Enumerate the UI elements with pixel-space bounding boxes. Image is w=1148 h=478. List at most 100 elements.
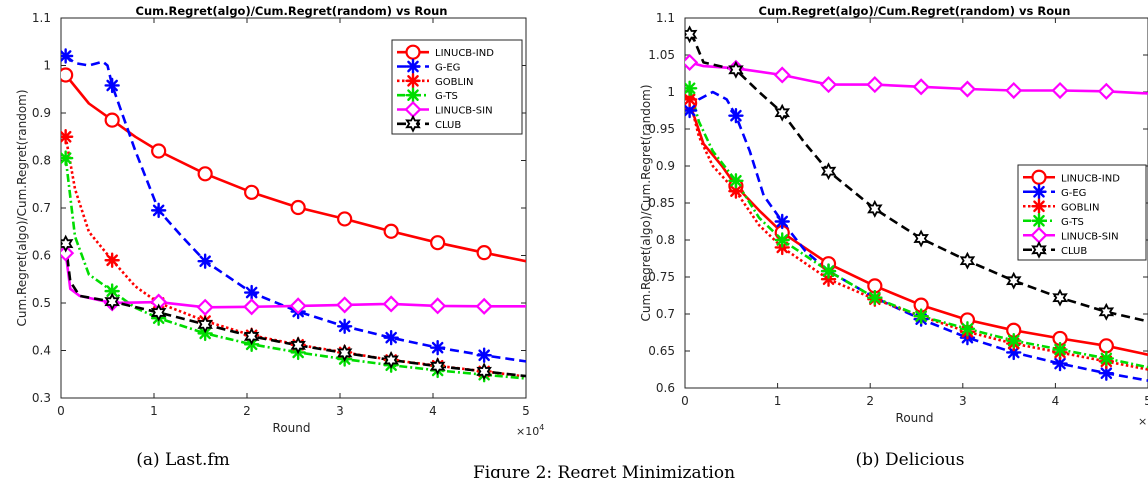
legend-swatch-marker <box>1031 213 1047 229</box>
x-tick-label: 1 <box>150 404 158 418</box>
data-point <box>61 48 74 64</box>
data-point <box>1097 82 1115 100</box>
data-point <box>336 318 353 334</box>
data-point <box>243 298 261 316</box>
data-point <box>337 211 353 227</box>
data-point <box>290 199 306 216</box>
data-point <box>61 67 74 83</box>
x-tick-label: 0 <box>681 394 689 408</box>
data-point <box>728 60 744 79</box>
y-tick-label: 0.5 <box>32 296 51 310</box>
marker-stroke <box>1033 214 1045 227</box>
data-point <box>104 292 120 311</box>
legend-swatch-marker <box>1031 184 1047 200</box>
y-tick-label: 0.4 <box>32 344 51 358</box>
data-point <box>958 80 976 98</box>
data-point <box>336 296 354 314</box>
series-markers-linucb-ind <box>61 67 492 261</box>
legend-label: LINUCB-IND <box>1061 173 1120 184</box>
data-point <box>819 76 838 94</box>
x-multiplier: ×104 <box>1138 413 1148 428</box>
marker-stroke <box>1033 185 1045 198</box>
marker-stroke <box>822 273 835 286</box>
data-point <box>773 66 791 84</box>
legend-label: G-EG <box>435 63 460 74</box>
legend-label: LINUCB-SIN <box>435 106 493 117</box>
data-point <box>476 362 492 381</box>
legend-swatch-marker <box>1031 198 1047 214</box>
data-point <box>150 202 167 219</box>
x-tick-label: 1 <box>774 394 782 408</box>
x-axis-label: Round <box>273 421 311 435</box>
series-markers-g-ts <box>685 80 1115 367</box>
y-tick-label: 0.6 <box>656 381 675 395</box>
series-markers-club <box>61 234 492 381</box>
marker-stroke <box>1054 357 1066 370</box>
marker-stroke <box>106 79 118 92</box>
marker-stroke <box>730 185 742 197</box>
marker-stroke <box>106 285 118 297</box>
y-tick-label: 0.65 <box>648 344 675 358</box>
series-markers-linucb-sin <box>685 53 1115 100</box>
data-point <box>774 232 790 248</box>
legend-swatch-marker <box>1031 169 1047 185</box>
marker-stroke <box>199 255 211 267</box>
marker-stroke <box>869 291 881 304</box>
marker-stroke <box>61 130 72 143</box>
x-multiplier: ×104 <box>516 423 544 438</box>
data-point <box>1098 350 1115 367</box>
x-tick-label: 3 <box>336 404 344 418</box>
marker-stroke <box>199 327 211 340</box>
x-tick-label: 2 <box>243 404 251 418</box>
series-line-g-ts <box>688 87 1148 369</box>
y-tick-label: 0.9 <box>32 106 51 120</box>
data-point <box>243 284 260 301</box>
marker-stroke <box>730 109 742 122</box>
data-point <box>1098 302 1115 321</box>
legend-swatch-marker <box>405 114 421 133</box>
series-line-g-eg <box>688 90 1148 382</box>
data-point <box>1006 332 1022 349</box>
data-point <box>913 229 929 248</box>
y-tick-label: 0.7 <box>656 307 675 321</box>
data-point <box>151 143 167 159</box>
marker-stroke <box>1007 346 1020 359</box>
y-tick-label: 1 <box>667 85 675 99</box>
legend-swatch-marker <box>405 44 421 60</box>
marker-stroke <box>338 320 351 333</box>
series-line-g-ts <box>64 157 526 380</box>
data-point <box>243 327 260 346</box>
marker-stroke <box>1007 334 1020 347</box>
legend-label: G-TS <box>1061 217 1084 228</box>
data-point <box>150 303 167 322</box>
marker-stroke <box>152 204 165 217</box>
y-tick-label: 0.6 <box>32 249 51 263</box>
marker-stroke <box>915 310 927 323</box>
y-tick-label: 1.1 <box>32 11 51 25</box>
data-point <box>1005 81 1023 100</box>
legend-label: GOBLIN <box>1061 202 1099 213</box>
data-point <box>61 129 74 145</box>
data-point <box>429 339 446 356</box>
marker-stroke <box>245 286 258 299</box>
data-point <box>867 290 883 306</box>
y-axis-label: Cum.Regret(algo)/Cum.Regret(random) <box>15 89 29 326</box>
data-point <box>336 343 353 362</box>
data-point <box>382 295 400 313</box>
marker-stroke <box>61 152 72 164</box>
legend-swatch-marker <box>405 87 421 103</box>
data-point <box>1051 81 1069 100</box>
marker-stroke <box>685 93 696 106</box>
marker-stroke <box>776 215 789 228</box>
y-tick-label: 0.95 <box>648 122 675 136</box>
chart-2: 0 1 2 3 4 5 0.6 0.65 0.7 0.75 0.8 0.85 0.9 0.95 1 1.05 1… <box>639 4 1148 470</box>
marker-stroke <box>961 323 974 335</box>
data-point <box>1006 271 1022 290</box>
data-point <box>913 308 929 324</box>
x-tick-label: 3 <box>959 394 967 408</box>
data-point <box>728 107 744 124</box>
y-tick-label: 1.05 <box>648 48 675 62</box>
data-point <box>959 251 976 270</box>
x-tick-label: 5 <box>522 404 530 418</box>
